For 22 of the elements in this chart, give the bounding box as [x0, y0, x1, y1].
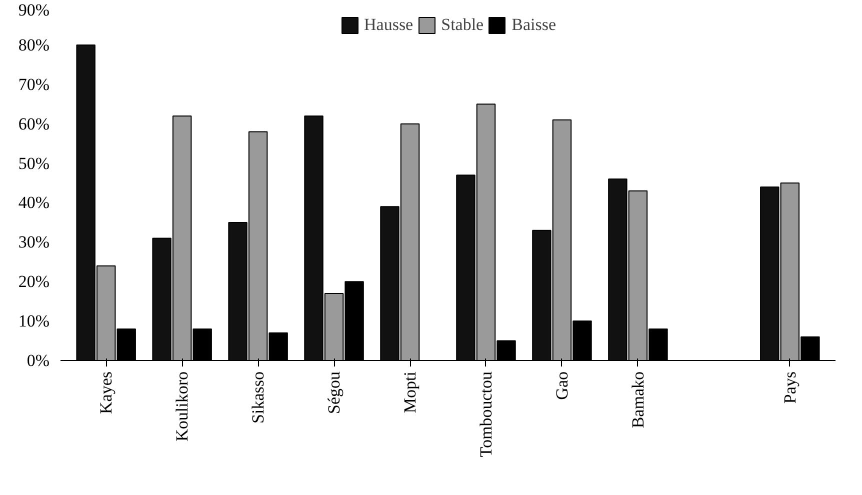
x-tick-label: Mopti: [400, 371, 420, 414]
y-tick-label: 0%: [26, 351, 50, 370]
x-tick-label: Ségou: [324, 371, 344, 414]
x-tick-label: Bamako: [628, 371, 648, 428]
legend-label: Baisse: [512, 15, 556, 35]
y-tick-label: 20%: [18, 272, 50, 292]
y-tick-label: 90%: [18, 0, 50, 20]
legend-label: Hausse: [364, 15, 414, 35]
x-tick-label: Sikasso: [248, 371, 268, 424]
legend-label: Stable: [441, 15, 484, 35]
x-tick-label: Gao: [552, 371, 572, 400]
y-tick-label: 40%: [18, 193, 50, 212]
x-tick-label: Tombouctou: [476, 371, 496, 458]
x-tick-label: Pays: [780, 371, 800, 404]
x-tick-label: Koulikoro: [172, 371, 192, 442]
y-tick-label: 30%: [18, 232, 50, 252]
y-tick-label: 70%: [18, 74, 50, 94]
y-tick-label: 50%: [18, 154, 50, 173]
y-tick-label: 60%: [18, 114, 50, 134]
y-tick-label: 80%: [18, 35, 50, 54]
y-tick-label: 10%: [18, 312, 50, 331]
x-tick-label: Kayes: [96, 372, 116, 414]
